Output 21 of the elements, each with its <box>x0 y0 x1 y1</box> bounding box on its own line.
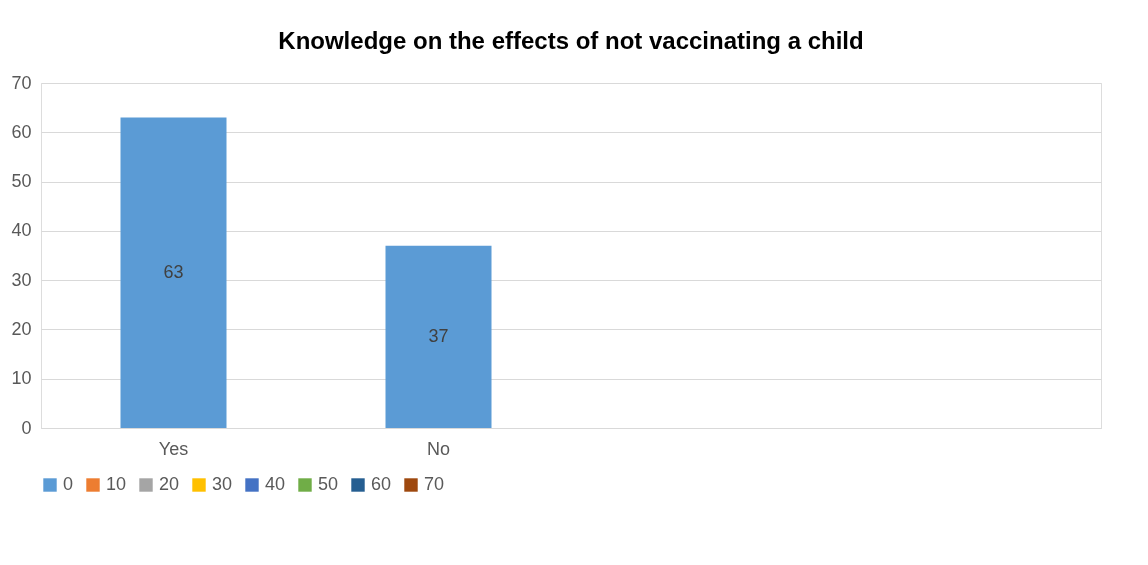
legend-label: 0 <box>63 474 74 494</box>
y-tick-label: 50 <box>11 171 32 192</box>
legend-label: 20 <box>159 474 180 494</box>
y-tick-label: 60 <box>11 121 32 142</box>
x-tick-label: No <box>426 438 451 459</box>
y-tick-label: 20 <box>11 318 32 339</box>
y-tick-label: 0 <box>21 417 32 438</box>
chart-title: Knowledge on the effects of not vaccinating a child <box>278 27 864 54</box>
y-tick-label: 10 <box>11 368 32 389</box>
y-tick-label: 30 <box>11 269 32 290</box>
legend-label: 50 <box>318 474 339 494</box>
data-label: 37 <box>428 325 449 346</box>
legend-label: 10 <box>106 474 127 494</box>
y-tick-label: 70 <box>11 72 32 93</box>
legend-label: 70 <box>424 474 445 494</box>
data-label: 63 <box>163 261 184 282</box>
legend-label: 30 <box>212 474 233 494</box>
legend-label: 60 <box>371 474 392 494</box>
x-tick-label: Yes <box>158 438 189 459</box>
legend-label: 40 <box>265 474 286 494</box>
y-tick-label: 40 <box>11 220 32 241</box>
